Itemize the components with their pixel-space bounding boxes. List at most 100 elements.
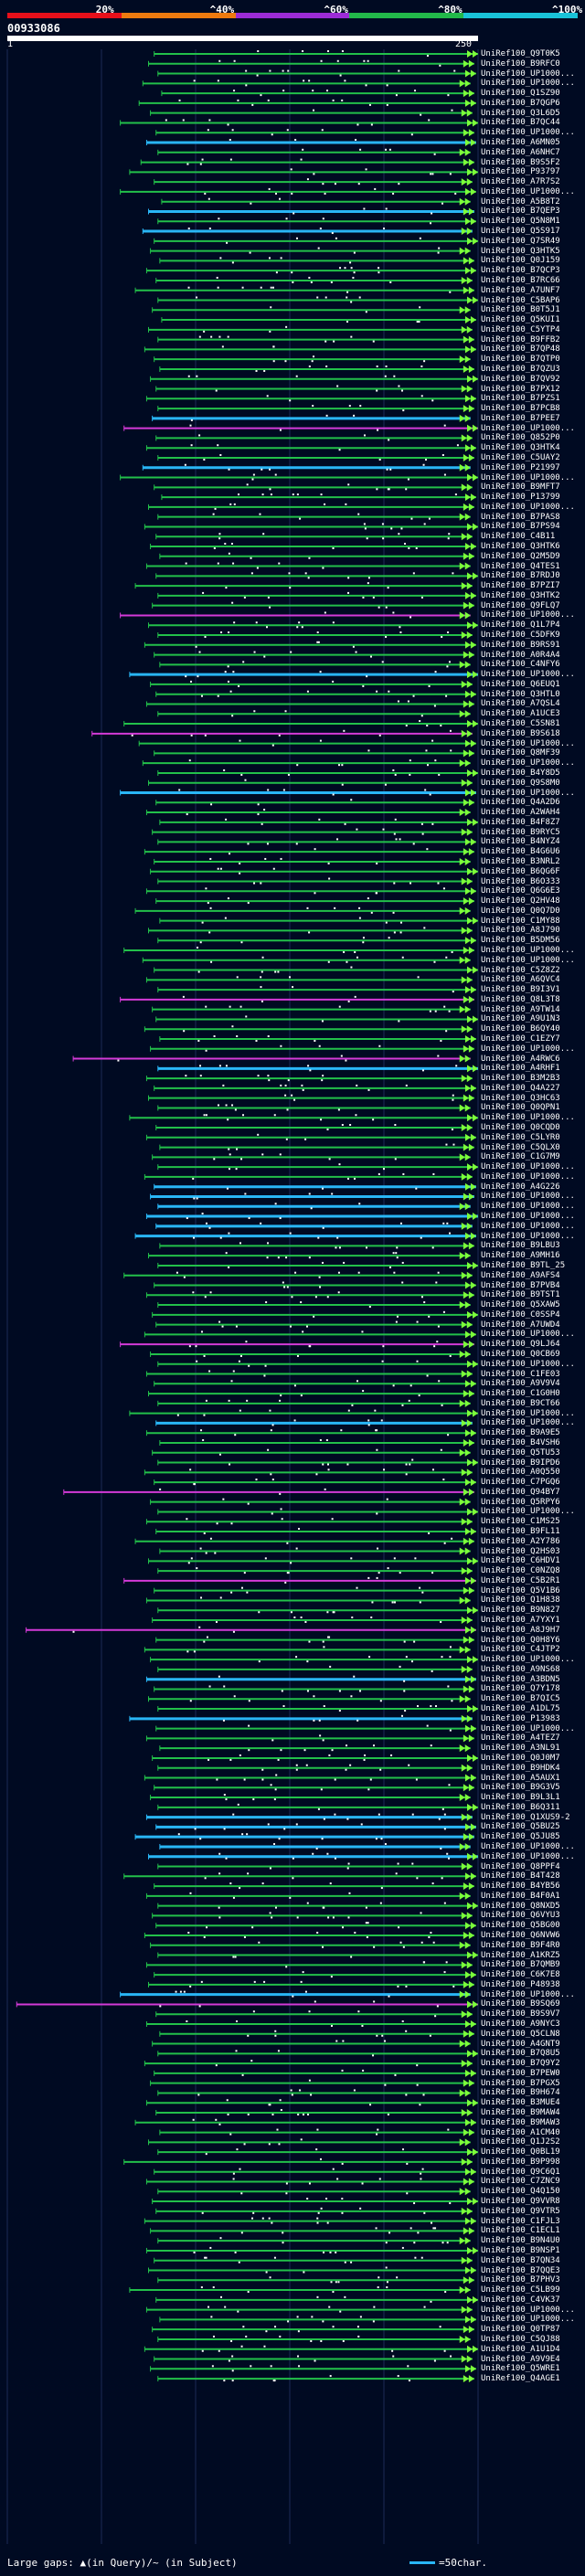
hit-label[interactable]: UniRef100_B7QTP0 <box>481 355 560 365</box>
hit-label[interactable]: UniRef100_B9N827 <box>481 1606 560 1616</box>
hit-label[interactable]: UniRef100_Q9LJ64 <box>481 1340 560 1350</box>
hit-label[interactable]: UniRef100_B0T5J1 <box>481 305 560 315</box>
hit-label[interactable]: UniRef100_Q5BU25 <box>481 1822 560 1832</box>
hit-label[interactable]: UniRef100_Q5CLN8 <box>481 2029 560 2039</box>
hit-label[interactable]: UniRef100_B9H674 <box>481 2088 560 2098</box>
hit-label[interactable]: UniRef100_B9TL_25 <box>481 1260 566 1270</box>
hit-label[interactable]: UniRef100_Q8NXD5 <box>481 1901 560 1911</box>
hit-label[interactable]: UniRef100_B4VSH6 <box>481 1437 560 1447</box>
hit-label[interactable]: UniRef100_B4YB56 <box>481 1882 560 1892</box>
hit-label[interactable]: UniRef100_C5UAY2 <box>481 452 560 462</box>
hit-label[interactable]: UniRef100_UP1000... <box>481 1408 575 1418</box>
hit-label[interactable]: UniRef100_C4JTP2 <box>481 1645 560 1655</box>
hit-label[interactable]: UniRef100_A0R4A4 <box>481 650 560 660</box>
hit-label[interactable]: UniRef100_A3BDN5 <box>481 1674 560 1684</box>
hit-label[interactable]: UniRef100_Q0J0M7 <box>481 1753 560 1763</box>
hit-label[interactable]: UniRef100_B6Q311 <box>481 1802 560 1812</box>
hit-label[interactable]: UniRef100_A1UCE3 <box>481 709 560 719</box>
hit-label[interactable]: UniRef100_B3NRL2 <box>481 856 560 866</box>
hit-label[interactable]: UniRef100_Q8MF39 <box>481 748 560 758</box>
hit-label[interactable]: UniRef100_B9FFB2 <box>481 334 560 345</box>
hit-label[interactable]: UniRef100_Q94BY7 <box>481 1487 560 1497</box>
hit-label[interactable]: UniRef100_UP1000... <box>481 128 575 138</box>
hit-label[interactable]: UniRef100_UP1000... <box>481 1655 575 1665</box>
hit-label[interactable]: UniRef100_UP1000... <box>481 1162 575 1172</box>
hit-label[interactable]: UniRef100_A4G226 <box>481 1182 560 1192</box>
hit-label[interactable]: UniRef100_Q3HTL0 <box>481 689 560 699</box>
hit-label[interactable]: UniRef100_A7UWD4 <box>481 1320 560 1330</box>
hit-label[interactable]: UniRef100_C5DFK9 <box>481 631 560 641</box>
hit-label[interactable]: UniRef100_A7UNF7 <box>481 285 560 295</box>
hit-label[interactable]: UniRef100_UP1000... <box>481 1044 575 1054</box>
hit-label[interactable]: UniRef100_A2WAH4 <box>481 808 560 818</box>
hit-label[interactable]: UniRef100_B9HDK4 <box>481 1763 560 1773</box>
hit-label[interactable]: UniRef100_Q6VYU3 <box>481 1911 560 1921</box>
hit-label[interactable]: UniRef100_A9U1N3 <box>481 1014 560 1024</box>
hit-label[interactable]: UniRef100_B9S9V7 <box>481 2009 560 2019</box>
hit-label[interactable]: UniRef100_A1DL75 <box>481 1704 560 1714</box>
hit-label[interactable]: UniRef100_Q0Q7D0 <box>481 906 560 916</box>
hit-label[interactable]: UniRef100_A9AFS4 <box>481 1270 560 1280</box>
hit-label[interactable]: UniRef100_A4GNT9 <box>481 2039 560 2049</box>
hit-label[interactable]: UniRef100_C1MS25 <box>481 1517 560 1527</box>
hit-label[interactable]: UniRef100_C6HDV1 <box>481 1556 560 1566</box>
hit-label[interactable]: UniRef100_UP1000... <box>481 955 575 965</box>
hit-label[interactable]: UniRef100_Q5V1B6 <box>481 1585 560 1595</box>
hit-label[interactable]: UniRef100_B7QP48 <box>481 345 560 355</box>
hit-label[interactable]: UniRef100_B7QN34 <box>481 2255 560 2265</box>
hit-label[interactable]: UniRef100_Q3HTK2 <box>481 590 560 600</box>
hit-label[interactable]: UniRef100_B7Q9Y2 <box>481 2059 560 2069</box>
hit-label[interactable]: UniRef100_Q4TES1 <box>481 561 560 571</box>
hit-label[interactable]: UniRef100_Q6G6E3 <box>481 886 560 896</box>
hit-label[interactable]: UniRef100_Q0QPN1 <box>481 1103 560 1113</box>
hit-label[interactable]: UniRef100_UP1000... <box>481 69 575 79</box>
hit-label[interactable]: UniRef100_A6MN05 <box>481 138 560 148</box>
hit-label[interactable]: UniRef100_Q0CQD0 <box>481 1123 560 1133</box>
hit-label[interactable]: UniRef100_C7ZNC9 <box>481 2177 560 2187</box>
hit-label[interactable]: UniRef100_B7PEE7 <box>481 413 560 423</box>
hit-label[interactable]: UniRef100_Q1XUS9-2 <box>481 1812 570 1822</box>
hit-label[interactable]: UniRef100_A9V9V4 <box>481 1379 560 1389</box>
hit-label[interactable]: UniRef100_C4B11 <box>481 532 556 542</box>
hit-label[interactable]: UniRef100_A4TEZ7 <box>481 1733 560 1744</box>
hit-label[interactable]: UniRef100_B7PEW0 <box>481 2068 560 2078</box>
hit-label[interactable]: UniRef100_Q9FLQ7 <box>481 600 560 610</box>
hit-label[interactable]: UniRef100_Q2M5D9 <box>481 551 560 561</box>
hit-label[interactable]: UniRef100_Q3HTK5 <box>481 246 560 256</box>
hit-label[interactable]: UniRef100_A7QSL4 <box>481 699 560 709</box>
hit-label[interactable]: UniRef100_Q5JU85 <box>481 1832 560 1842</box>
hit-label[interactable]: UniRef100_C7PGQ6 <box>481 1478 560 1488</box>
hit-label[interactable]: UniRef100_C1EZY7 <box>481 1034 560 1044</box>
hit-label[interactable]: UniRef100_B6QG6F <box>481 866 560 876</box>
hit-label[interactable]: UniRef100_Q0J159 <box>481 256 560 266</box>
hit-label[interactable]: UniRef100_C1MY88 <box>481 916 560 926</box>
hit-label[interactable]: UniRef100_Q0TP87 <box>481 2325 560 2335</box>
hit-label[interactable]: UniRef100_B7PVB4 <box>481 1280 560 1290</box>
hit-label[interactable]: UniRef100_B9S618 <box>481 728 560 738</box>
hit-label[interactable]: UniRef100_Q1H838 <box>481 1595 560 1606</box>
hit-label[interactable]: UniRef100_C5LB99 <box>481 2285 560 2295</box>
hit-label[interactable]: UniRef100_C5B2R1 <box>481 1575 560 1585</box>
hit-label[interactable]: UniRef100_Q8PPF4 <box>481 1861 560 1871</box>
hit-label[interactable]: UniRef100_B7QQE3 <box>481 2265 560 2275</box>
hit-label[interactable]: UniRef100_Q0H8Y6 <box>481 1635 560 1645</box>
hit-label[interactable]: UniRef100_UP1000... <box>481 2305 575 2315</box>
hit-label[interactable]: UniRef100_B9FL11 <box>481 1527 560 1536</box>
hit-label[interactable]: UniRef100_B9MAW3 <box>481 2117 560 2127</box>
hit-label[interactable]: UniRef100_B7PZS1 <box>481 394 560 404</box>
hit-label[interactable]: UniRef100_B7PGX5 <box>481 2078 560 2088</box>
hit-label[interactable]: UniRef100_C1FJL3 <box>481 2216 560 2226</box>
hit-label[interactable]: UniRef100_Q5N8M1 <box>481 217 560 227</box>
hit-label[interactable]: UniRef100_A6QVC4 <box>481 975 560 985</box>
hit-label[interactable]: UniRef100_B7PS94 <box>481 522 560 532</box>
hit-label[interactable]: UniRef100_Q8L3T8 <box>481 994 560 1004</box>
hit-label[interactable]: UniRef100_Q2HS03 <box>481 1546 560 1556</box>
hit-label[interactable]: UniRef100_C0NZQ8 <box>481 1566 560 1576</box>
hit-label[interactable]: UniRef100_A1KRZ5 <box>481 1950 560 1960</box>
hit-label[interactable]: UniRef100_Q9T0K5 <box>481 49 560 58</box>
hit-label[interactable]: UniRef100_B5DM56 <box>481 936 560 946</box>
hit-label[interactable]: UniRef100_A0Q550 <box>481 1468 560 1478</box>
hit-label[interactable]: UniRef100_B7PX12 <box>481 384 560 394</box>
hit-label[interactable]: UniRef100_A2Y786 <box>481 1536 560 1546</box>
hit-label[interactable]: UniRef100_Q1SZ90 <box>481 89 560 99</box>
